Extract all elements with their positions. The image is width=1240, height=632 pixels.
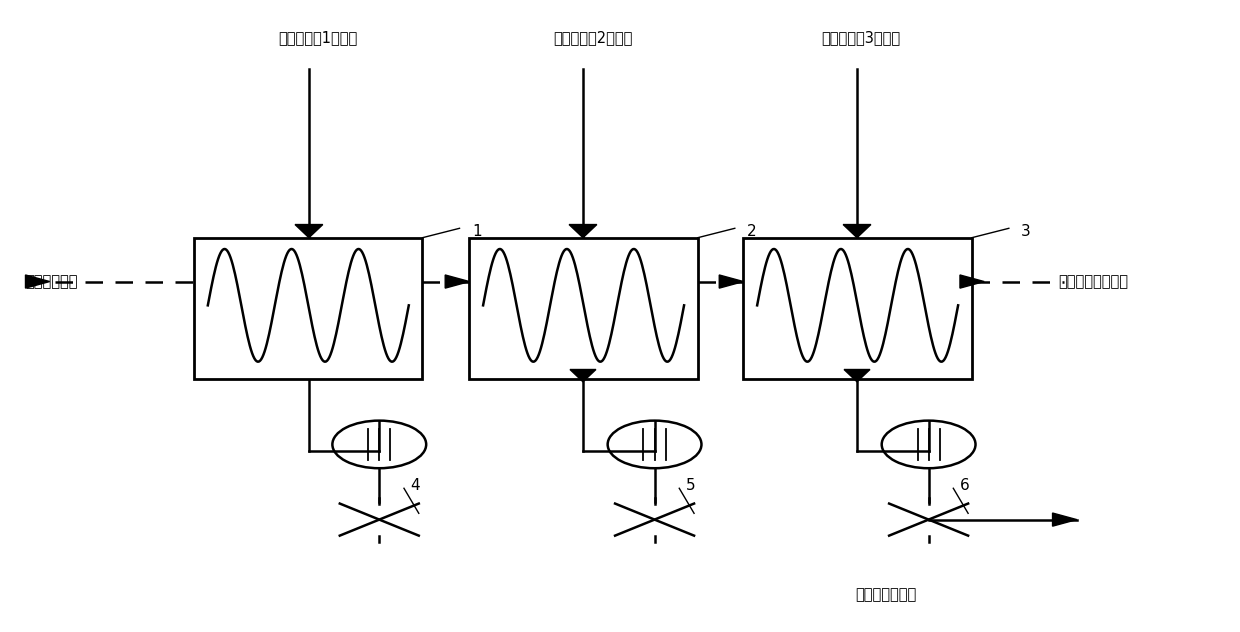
Text: 4: 4: [410, 478, 420, 492]
Bar: [744, 238, 972, 379]
Polygon shape: [843, 224, 870, 238]
Text: 去锅炉过热器: 去锅炉过热器: [25, 274, 77, 289]
Polygon shape: [960, 275, 985, 288]
Text: 来自汽轮机3段抽汽: 来自汽轮机3段抽汽: [821, 30, 900, 45]
Bar: [470, 238, 698, 379]
Text: 2: 2: [748, 224, 756, 239]
Polygon shape: [445, 275, 470, 288]
Polygon shape: [719, 275, 744, 288]
Text: 去除氧器的疏水: 去除氧器的疏水: [854, 587, 916, 602]
Polygon shape: [26, 275, 50, 288]
Text: 1: 1: [472, 224, 481, 239]
Text: 3: 3: [1022, 224, 1030, 239]
Text: 来自汽轮机1段抽汽: 来自汽轮机1段抽汽: [278, 30, 357, 45]
Text: 6: 6: [960, 478, 970, 492]
Text: 来自汽轮机2段抽汽: 来自汽轮机2段抽汽: [553, 30, 632, 45]
Polygon shape: [295, 224, 322, 238]
Text: 5: 5: [686, 478, 696, 492]
Bar: [195, 238, 423, 379]
Polygon shape: [570, 370, 596, 382]
Polygon shape: [844, 370, 870, 382]
Polygon shape: [569, 224, 596, 238]
Polygon shape: [1053, 513, 1076, 526]
Text: 来自除氧器的给水: 来自除氧器的给水: [1058, 274, 1128, 289]
